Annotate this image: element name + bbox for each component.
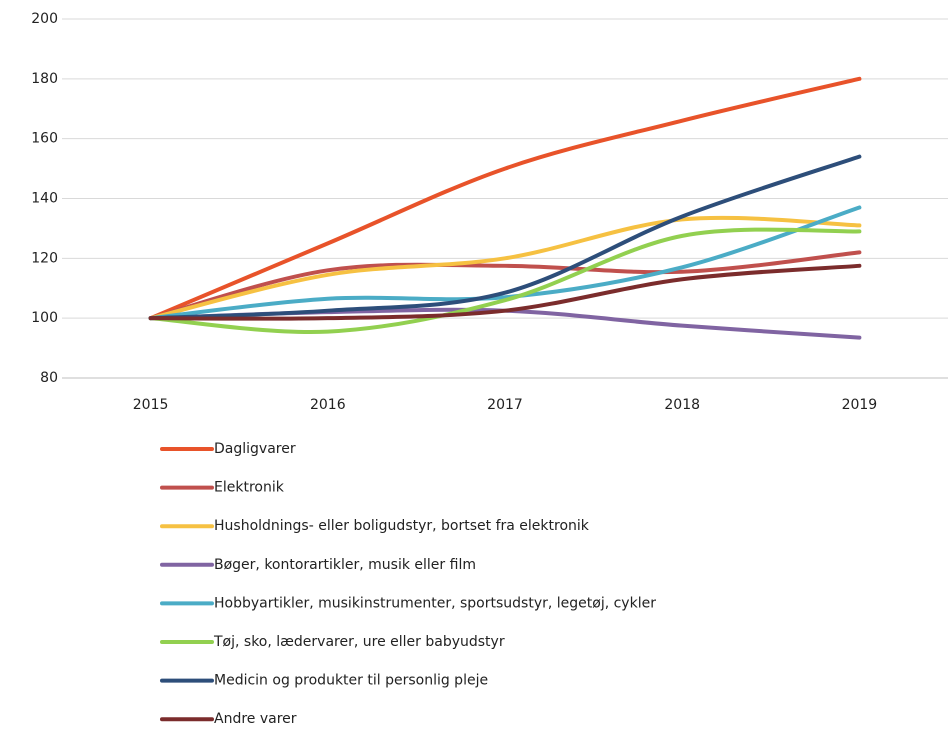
y-tick-label: 100 [31,310,58,326]
legend-label: Elektronik [214,480,285,496]
y-tick-label: 140 [31,191,58,207]
legend-label: Medicin og produkter til personlig pleje [214,673,488,689]
legend-label: Hobbyartikler, musikinstrumenter, sports… [214,595,656,611]
legend-label: Tøj, sko, lædervarer, ure eller babyudst… [213,634,505,650]
x-tick-label: 2018 [664,397,700,413]
series-line [148,205,862,321]
legend-label: Andre varer [214,711,297,727]
series-line [148,263,862,321]
x-tick-label: 2019 [842,397,878,413]
series-line [148,250,862,321]
legend-label: Husholdnings- eller boligudstyr, bortset… [214,518,590,534]
legend-label: Bøger, kontorartikler, musik eller film [214,557,476,573]
legend-label: Dagligvarer [214,441,296,457]
x-tick-label: 2016 [310,397,346,413]
y-tick-label: 80 [40,370,58,386]
x-tick-label: 2017 [487,397,523,413]
x-tick-label: 2015 [133,397,169,413]
series-line [148,76,862,321]
y-tick-label: 180 [31,71,58,87]
series-line [148,227,862,335]
series-line [148,215,862,321]
y-tick-label: 120 [31,250,58,266]
y-tick-label: 160 [31,131,58,147]
series-line [148,154,862,321]
y-tick-label: 200 [31,11,58,27]
